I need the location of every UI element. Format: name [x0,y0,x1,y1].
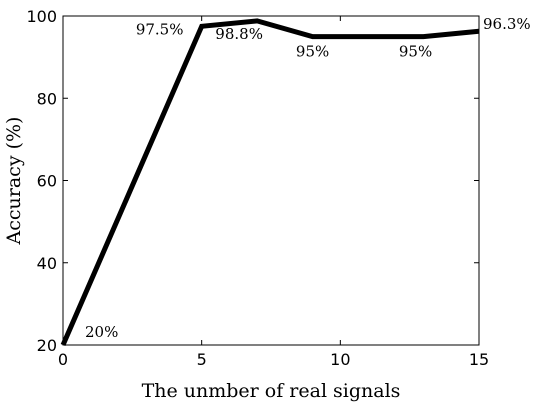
data-label: 96.3% [483,15,531,33]
plot-area-frame [62,15,480,346]
y-tick-label: 40 [37,254,57,273]
x-tick-label: 15 [469,350,489,369]
x-tick-label: 5 [197,350,207,369]
data-label: 97.5% [136,20,184,38]
axis-ticks [62,15,480,346]
axis-tick-labels: 0 5 10 15 20 40 60 80 100 [26,7,489,369]
y-tick-label: 60 [37,172,57,191]
y-tick-label: 80 [37,89,57,108]
data-label: 95% [296,43,329,61]
x-tick-label: 10 [330,350,350,369]
accuracy-series-line [60,18,480,346]
data-label: 95% [399,43,432,61]
x-tick-label: 0 [58,350,68,369]
data-label: 98.8% [215,25,263,43]
data-labels: 20% 97.5% 98.8% 95% 95% 96.3% [85,15,531,341]
data-label: 20% [85,323,118,341]
y-tick-label: 100 [26,7,57,26]
x-axis-title: The unmber of real signals [142,380,401,402]
y-tick-label: 20 [37,336,57,355]
y-axis-title: Accuracy (%) [3,117,25,246]
